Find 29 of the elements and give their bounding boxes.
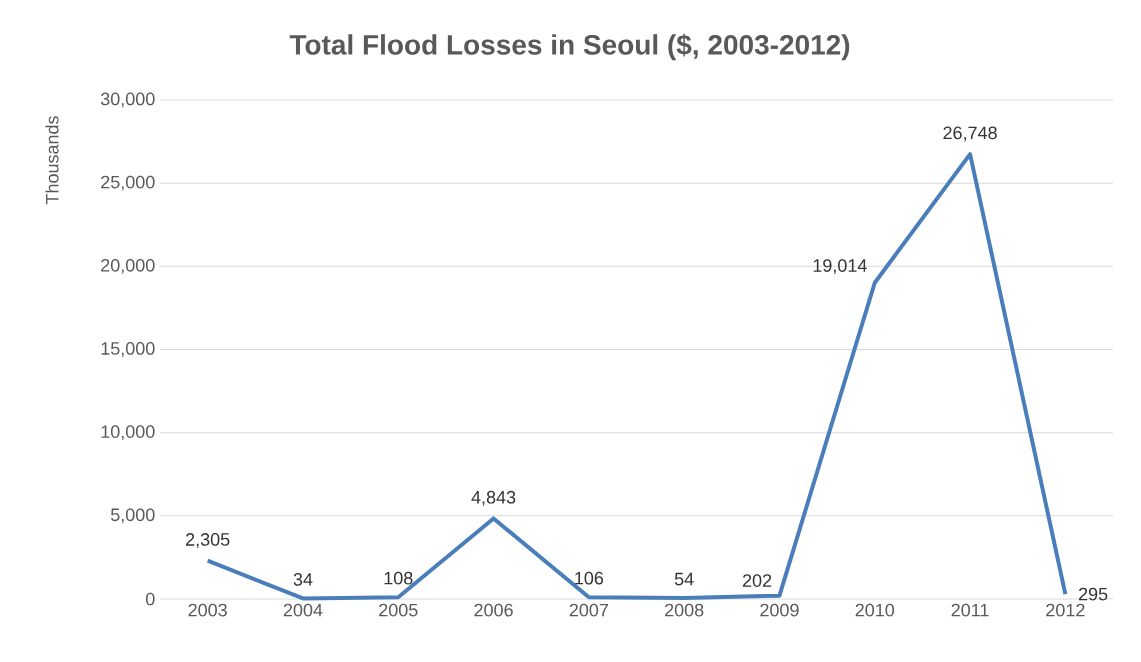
x-tick-label: 2007 [569, 603, 608, 617]
data-label: 202 [742, 574, 772, 587]
y-tick-label: 20,000 [101, 258, 155, 274]
y-tick-label: 15,000 [101, 342, 155, 357]
y-tick-label: 0 [146, 592, 155, 606]
y-tick-label: 5,000 [110, 508, 155, 524]
x-tick-label: 2003 [188, 603, 227, 617]
x-tick-label: 2005 [379, 603, 418, 617]
y-axis-title: Thousands [45, 116, 59, 205]
data-label: 2,305 [186, 533, 230, 548]
x-tick-label: 2009 [760, 603, 799, 617]
x-tick-label: 2010 [855, 603, 895, 617]
y-tick-label: 25,000 [101, 175, 155, 191]
data-label: 4,843 [471, 490, 516, 506]
x-tick-label: 2012 [1046, 603, 1085, 617]
data-label: 19,014 [813, 259, 867, 275]
data-label: 295 [1078, 587, 1108, 601]
x-tick-label: 2008 [665, 603, 704, 617]
x-tick-label: 2004 [283, 603, 323, 617]
data-label: 106 [575, 571, 604, 585]
chart-title: Total Flood Losses in Seoul ($, 2003-2012) [289, 33, 850, 61]
y-tick-label: 30,000 [100, 92, 155, 108]
data-label: 34 [293, 572, 313, 586]
data-label: 54 [674, 572, 694, 586]
data-label: 108 [384, 571, 413, 585]
y-tick-label: 10,000 [101, 425, 155, 441]
x-tick-label: 2011 [951, 603, 989, 617]
x-tick-label: 2006 [474, 603, 513, 617]
data-label: 26,748 [943, 126, 997, 142]
